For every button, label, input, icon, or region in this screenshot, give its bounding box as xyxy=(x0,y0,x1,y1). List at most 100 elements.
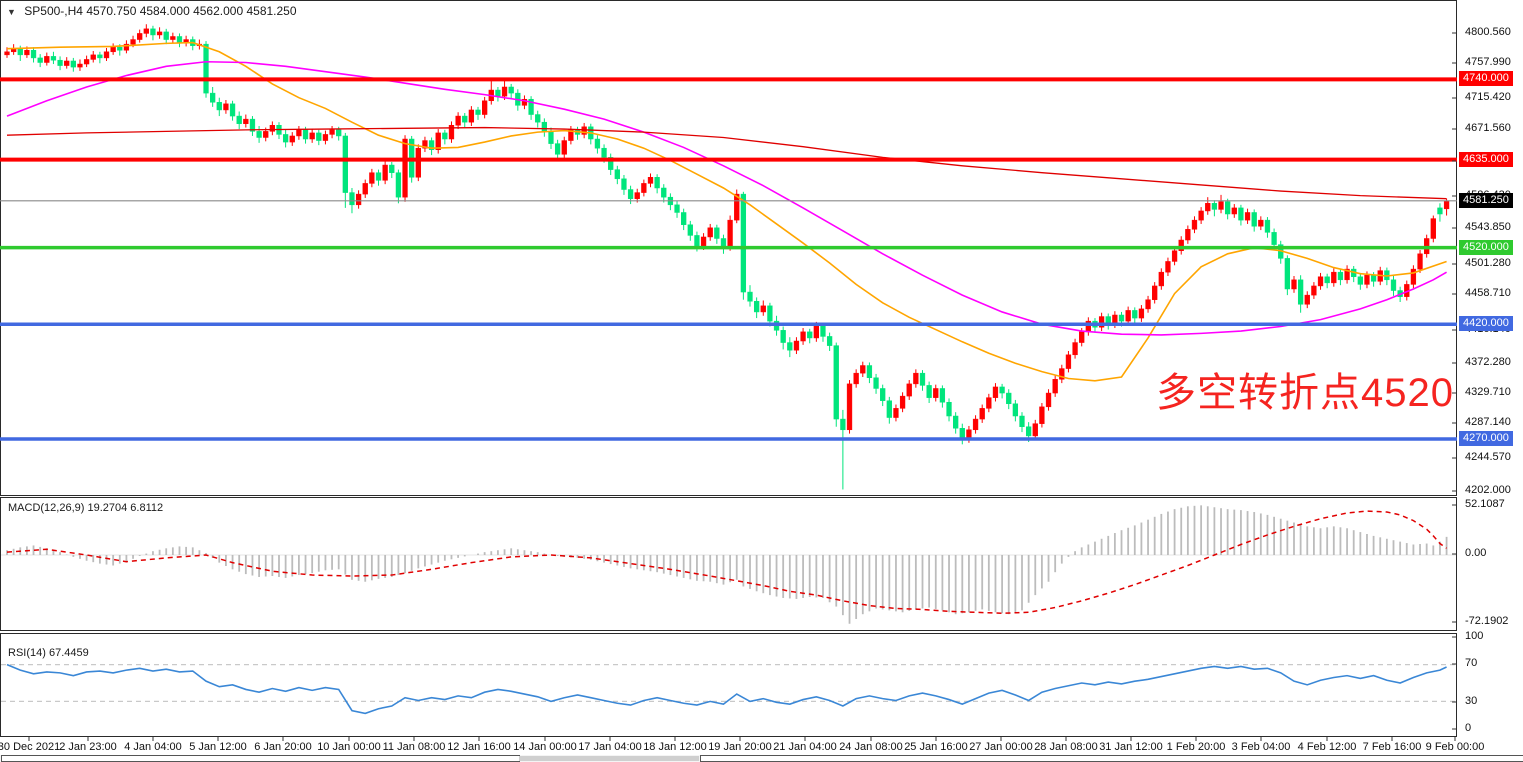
candle xyxy=(1065,354,1072,369)
candle xyxy=(123,43,130,51)
candle xyxy=(249,118,256,132)
price-levels xyxy=(0,77,1457,441)
level-badge-4635.000: 4635.000 xyxy=(1459,151,1513,167)
candle xyxy=(1410,268,1417,285)
candle xyxy=(1297,279,1304,305)
candle xyxy=(807,331,813,339)
candle xyxy=(236,115,242,124)
candle xyxy=(203,43,209,94)
candle xyxy=(243,118,249,124)
price-axis-label: 4543.850 xyxy=(1465,221,1511,233)
price-axis-label: 4244.570 xyxy=(1465,451,1511,463)
candle xyxy=(269,124,276,132)
time-axis-label: 18 Jan 12:00 xyxy=(643,741,707,753)
candle xyxy=(860,365,866,374)
price-axis-label: 4287.140 xyxy=(1465,416,1511,428)
chart-header: ▼ SP500-,H4 4570.750 4584.000 4562.000 4… xyxy=(7,4,297,18)
time-axis-label: 6 Jan 20:00 xyxy=(254,741,312,753)
candle xyxy=(110,46,116,53)
candle xyxy=(156,31,163,36)
candle xyxy=(1364,274,1370,285)
candle xyxy=(554,143,561,155)
candle xyxy=(1317,276,1324,287)
candle xyxy=(634,192,640,199)
candle xyxy=(435,132,441,150)
candle xyxy=(953,415,959,429)
candle xyxy=(1171,250,1178,262)
candles xyxy=(4,24,1450,490)
candle xyxy=(1059,368,1065,380)
candle xyxy=(647,177,654,184)
candle xyxy=(979,408,985,420)
candle xyxy=(1251,212,1257,227)
candle xyxy=(727,219,733,248)
ma-fast-line xyxy=(6,41,1447,382)
candle xyxy=(282,134,289,143)
candle xyxy=(1304,294,1310,305)
price-axis-label: 4501.280 xyxy=(1465,257,1511,269)
candle xyxy=(740,193,747,293)
candle xyxy=(322,134,329,141)
scrollbar-track-left[interactable] xyxy=(1,755,520,762)
candle xyxy=(1165,261,1171,273)
candle xyxy=(1138,308,1145,319)
candle xyxy=(475,109,481,115)
candle xyxy=(316,132,322,141)
candle xyxy=(1331,271,1337,284)
scrollbar-track-right[interactable] xyxy=(700,755,1523,762)
candle xyxy=(349,192,355,206)
candle xyxy=(1145,299,1151,310)
time-axis[interactable]: 30 Dec 2021 2 Jan 23:00 4 Jan 04:00 5 Jan 1… xyxy=(0,738,1523,755)
macd-axis-label: -72.1902 xyxy=(1465,615,1509,627)
candle xyxy=(355,193,362,206)
caret-down-icon[interactable]: ▼ xyxy=(7,7,16,17)
candle xyxy=(946,401,952,417)
candle xyxy=(1132,310,1138,319)
candle xyxy=(541,121,548,132)
candle xyxy=(24,50,30,56)
time-axis-label: 14 Jan 00:00 xyxy=(513,741,577,753)
candle xyxy=(30,50,37,59)
candle xyxy=(793,340,800,351)
candle xyxy=(1344,268,1350,281)
time-axis-label: 17 Jan 04:00 xyxy=(578,741,642,753)
candle xyxy=(594,138,601,149)
time-axis-label: 30 Dec 2021 xyxy=(0,741,61,753)
candle xyxy=(753,300,760,313)
candle xyxy=(508,86,514,94)
level-badge-4420.000: 4420.000 xyxy=(1459,316,1513,332)
candle xyxy=(608,157,614,170)
candle xyxy=(1390,279,1397,291)
candle xyxy=(760,305,766,313)
candle xyxy=(90,54,96,60)
candle xyxy=(50,56,57,61)
time-axis-label: 19 Jan 20:00 xyxy=(708,741,772,753)
candle xyxy=(1118,314,1125,322)
candle xyxy=(521,98,528,106)
time-axis-label: 7 Feb 16:00 xyxy=(1362,741,1422,753)
time-axis-label: 24 Jan 08:00 xyxy=(839,741,903,753)
candle xyxy=(1231,207,1237,215)
candle xyxy=(674,204,680,213)
candle xyxy=(1158,271,1164,287)
chart-canvas[interactable] xyxy=(0,0,1457,762)
horizontal-scrollbar[interactable] xyxy=(0,755,1523,762)
price-axis[interactable]: 4800.5604757.9904715.4204671.5604628.990… xyxy=(1457,0,1523,755)
axis-ticks xyxy=(28,32,1456,741)
candle xyxy=(1032,423,1038,437)
candle xyxy=(362,183,368,195)
candle xyxy=(1337,271,1344,281)
candle xyxy=(1045,392,1052,408)
candle xyxy=(767,305,773,322)
candle xyxy=(873,377,879,389)
candle xyxy=(103,51,110,59)
candle xyxy=(37,57,43,63)
candle xyxy=(389,164,395,173)
candle xyxy=(1006,392,1012,405)
macd-axis-label: 0.00 xyxy=(1465,547,1487,559)
candle xyxy=(422,140,428,149)
candle xyxy=(210,92,216,103)
candle xyxy=(70,60,76,68)
scrollbar-thumb[interactable] xyxy=(519,756,699,761)
candle xyxy=(223,103,229,111)
